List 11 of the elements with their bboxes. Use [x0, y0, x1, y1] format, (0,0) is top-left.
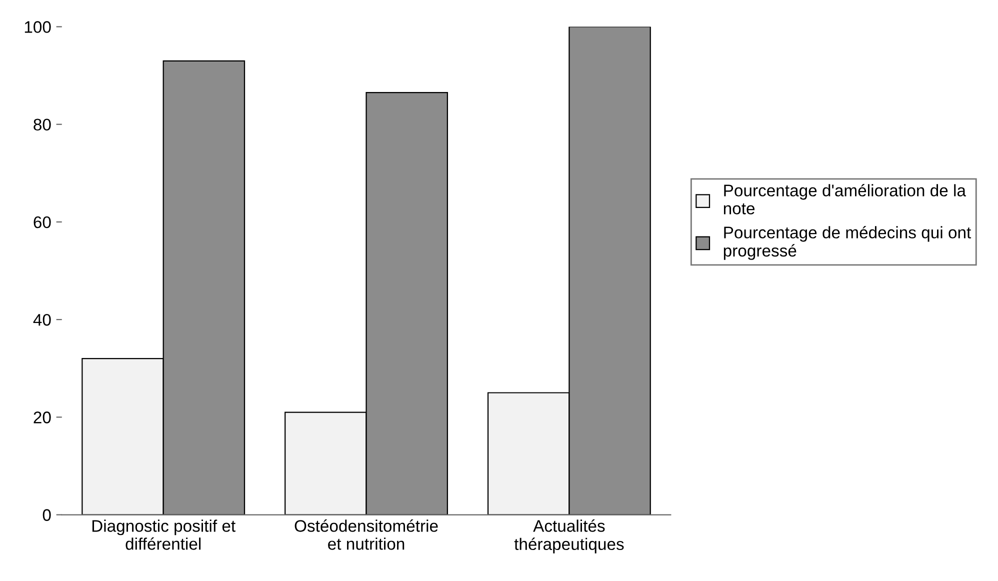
y-tick-label: 60	[34, 216, 51, 228]
y-tick-label: 80	[34, 118, 51, 131]
y-tick-label: 20	[34, 412, 51, 424]
y-tick-label: 100	[24, 21, 51, 33]
x-tick-label: Ostéodensitométrie et nutrition	[294, 519, 438, 550]
legend-label: Pourcentage d'amélioration de la note	[724, 184, 966, 214]
y-tick-label: 40	[33, 314, 51, 326]
y-tick-label: 0	[42, 509, 51, 521]
x-tick-label: Actualités thérapeutiques	[514, 519, 624, 554]
legend-label: Pourcentage de médecins qui ont progressé	[724, 226, 972, 260]
x-tick-label: Diagnostic positif et différentiel	[92, 520, 236, 550]
